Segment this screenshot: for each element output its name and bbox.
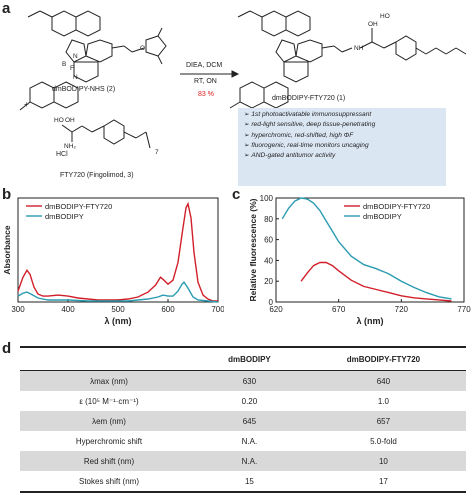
table-header: dmBODIPY-FTY720 [300, 346, 466, 371]
table-header: dmBODIPY [198, 346, 301, 371]
table-row: λmax (nm) 630 640 [20, 370, 466, 391]
series-line-0 [300, 261, 452, 302]
reactant1-label: dmBODIPY-NHS (2) [52, 86, 116, 93]
atom-b: B [62, 61, 66, 68]
feature-item: red-light sensitive, deep tissue-penetra… [244, 120, 375, 130]
atom-nh2: NH₂ [64, 143, 76, 150]
panel-a-label: a [2, 0, 11, 17]
feature-item: AND-gated antitumor activity [244, 151, 375, 161]
legend-label: dmBODIPY-FTY720 [363, 202, 430, 211]
feature-item: fluorogenic, real-time monitors uncaging [244, 141, 375, 151]
plus-sign: + [24, 100, 29, 109]
hcl-label: HCl [56, 151, 68, 158]
atom-n2: N [73, 74, 78, 81]
series-line-1 [17, 281, 219, 303]
y-tick-label: 20 [264, 277, 273, 286]
atom-nh: NH [354, 45, 364, 52]
plot-frame [275, 197, 465, 303]
table-cell: 657 [300, 411, 466, 431]
x-tick-label: 670 [332, 305, 346, 314]
panel-c-label: c [232, 186, 241, 203]
fty720-structure [61, 119, 151, 149]
series-line-1 [281, 197, 452, 300]
table-cell: 1.0 [377, 396, 389, 406]
table-cell: Red shift (nm) [20, 451, 198, 471]
y-tick-label: 60 [264, 236, 273, 245]
table-header [20, 346, 198, 371]
dmbodipy-nhs-structure [19, 10, 167, 111]
series-line-0 [17, 201, 218, 302]
panel-b-label: b [2, 186, 12, 203]
x-tick-label: 600 [161, 305, 175, 314]
yield-label: 83 % [198, 91, 214, 98]
table-row: ε (10⁵ M⁻¹·cm⁻¹) 0.20 1.0 [20, 391, 466, 411]
y-axis-label: Absorbance [4, 225, 12, 274]
conditions-top: DIEA, DCM [186, 62, 223, 69]
table-cell: 0.20 [241, 396, 258, 406]
x-tick-label: 300 [11, 305, 25, 314]
table-cell: λmax (nm) [20, 370, 198, 391]
y-tick-label: 80 [264, 215, 273, 224]
x-tick-label: 700 [211, 305, 224, 314]
table-cell: Hyperchromic shift [75, 436, 143, 446]
conditions-mid: RT, ON [194, 78, 217, 85]
atom-f: F [70, 65, 74, 72]
legend-label: dmBODIPY [363, 212, 402, 221]
x-tick-label: 720 [395, 305, 409, 314]
x-tick-label: 770 [457, 305, 471, 314]
y-tick-label: 40 [264, 256, 273, 265]
product-label: dmBODIPY-FTY720 (1) [272, 95, 346, 102]
legend-label: dmBODIPY-FTY720 [45, 202, 112, 211]
atom-o: O [140, 45, 145, 52]
y-tick-label: 0 [269, 298, 274, 307]
x-tick-label: 500 [111, 305, 125, 314]
x-tick-label: 400 [61, 305, 75, 314]
atom-oh: OH [65, 117, 75, 124]
product-oh: OH [368, 21, 378, 28]
subscript-seven: 7 [155, 149, 159, 156]
dmbodipy-fty720-structure [229, 10, 467, 109]
table-cell: N.A. [241, 436, 258, 446]
x-axis-label: λ (nm) [357, 316, 384, 326]
table-row: Red shift (nm) N.A. 10 [20, 451, 466, 471]
x-tick-label: 620 [269, 305, 283, 314]
table-cell: 5.0-fold [370, 436, 397, 446]
table-cell: 10 [300, 451, 466, 471]
reactant2-label: FTY720 (Fingolimod, 3) [60, 172, 134, 179]
table-cell: 640 [300, 370, 466, 391]
atom-n1: N [73, 53, 78, 60]
feature-item: 1st photoactivatable immunosuppressant [244, 110, 375, 120]
table-cell: λem (nm) [20, 411, 198, 431]
y-axis-label: Relative fluorescence (%) [248, 198, 258, 301]
legend-label: dmBODIPY [45, 212, 84, 221]
panel-d-label: d [2, 340, 12, 357]
table-header-row: dmBODIPY dmBODIPY-FTY720 [20, 346, 466, 371]
fluorescence-chart: 620 670 720 770 0 20 40 60 80 100 λ (nm) Relative f… [248, 194, 471, 326]
table-row: Hyperchromic shift N.A. 5.0-fold [20, 431, 466, 451]
table-cell: 630 [198, 370, 301, 391]
atom-ho: HO [54, 117, 64, 124]
reaction-scheme: B N N F O OH HO NH₂ NH OH HO 7 [19, 10, 467, 156]
photophysical-table: dmBODIPY dmBODIPY-FTY720 λmax (nm) 630 6… [20, 346, 466, 493]
feature-item: hyperchromic, red-shifted, high ΦF [244, 131, 375, 141]
y-tick-label: 100 [260, 194, 274, 203]
table-row: λem (nm) 645 657 [20, 411, 466, 431]
table-cell: N.A. [198, 451, 301, 471]
product-ho: HO [380, 13, 390, 20]
table-cell: ε (10⁵ M⁻¹·cm⁻¹) [79, 396, 139, 406]
table-cell: 645 [198, 411, 301, 431]
feature-list: 1st photoactivatable immunosuppressant r… [244, 110, 375, 161]
absorbance-chart: 300 400 500 600 700 λ (nm) Absorbance dmBODIPY-… [4, 197, 224, 326]
x-axis-label: λ (nm) [105, 316, 132, 326]
